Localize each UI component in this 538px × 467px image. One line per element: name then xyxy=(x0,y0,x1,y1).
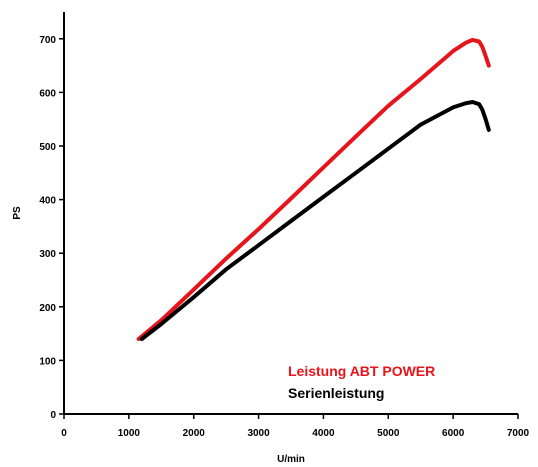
x-tick-label: 2000 xyxy=(183,428,206,439)
y-tick-label: 100 xyxy=(39,356,56,367)
axis-ticks: 0 1000 2000 3000 4000 5000 6000 7000 0 100 200 300 4… xyxy=(39,35,529,439)
x-tick-label: 6000 xyxy=(442,428,465,439)
x-axis-label: U/min xyxy=(277,454,305,465)
y-axis-label: PS xyxy=(12,206,23,220)
y-tick-label: 400 xyxy=(39,196,56,207)
y-tick-label: 600 xyxy=(39,88,56,99)
y-tick-label: 500 xyxy=(39,142,56,153)
series-line-0 xyxy=(136,37,491,341)
axes xyxy=(63,12,518,415)
legend: Leistung ABT POWER Serienleistung xyxy=(288,363,435,401)
x-tick-label: 7000 xyxy=(507,428,530,439)
x-tick-label: 5000 xyxy=(377,428,400,439)
x-tick-label: 0 xyxy=(61,428,67,439)
x-tick-label: 3000 xyxy=(247,428,270,439)
legend-entry-abt-power: Leistung ABT POWER xyxy=(288,363,435,379)
y-tick-label: 300 xyxy=(39,249,56,260)
series-group xyxy=(136,37,491,341)
y-tick-label: 700 xyxy=(39,35,56,46)
legend-entry-serienleistung: Serienleistung xyxy=(288,385,384,401)
x-tick-label: 4000 xyxy=(312,428,335,439)
series-line-1 xyxy=(139,100,491,341)
y-tick-label: 0 xyxy=(50,410,56,421)
y-tick-label: 200 xyxy=(39,303,56,314)
x-tick-label: 1000 xyxy=(118,428,141,439)
